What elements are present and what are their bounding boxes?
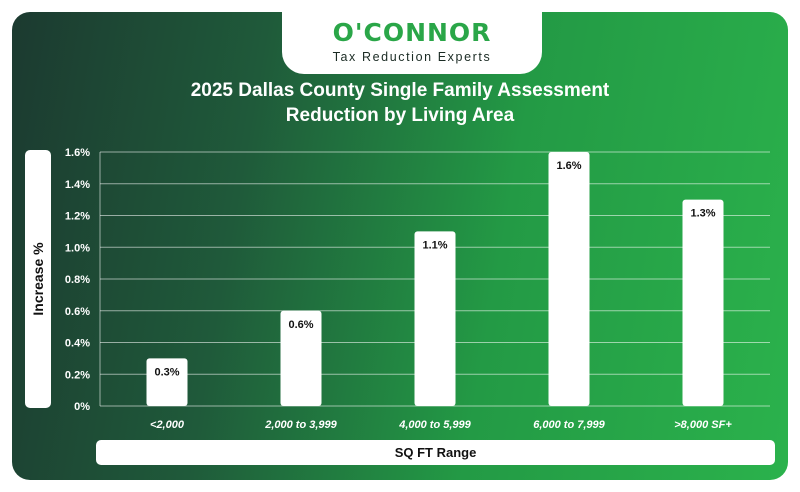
y-tick-label: 0.6% — [65, 306, 90, 318]
logo-tagline: Tax Reduction Experts — [332, 50, 492, 64]
logo-wordmark: O'CONNOR — [332, 18, 492, 47]
x-tick-label: 2,000 to 3,999 — [264, 419, 337, 431]
y-axis-label-box — [25, 150, 51, 408]
chart-title-line1: 2025 Dallas County Single Family Assessm… — [190, 80, 610, 101]
logo: O'CONNOR Tax Reduction Experts — [282, 12, 542, 74]
bar-data-label: 1.6% — [556, 160, 581, 172]
y-tick-label: 1.4% — [65, 179, 90, 191]
bar-data-label: 0.3% — [154, 366, 179, 378]
y-tick-label: 0.2% — [65, 369, 90, 381]
y-tick-label: 1.2% — [65, 211, 90, 223]
bar — [682, 199, 724, 406]
bar-data-label: 1.3% — [690, 208, 715, 220]
bar-data-label: 0.6% — [288, 319, 313, 331]
y-tick-label: 1.6% — [65, 147, 90, 159]
chart-title: 2025 Dallas County Single Family Assessm… — [100, 78, 700, 128]
bar — [146, 358, 188, 406]
y-tick-label: 1.0% — [65, 242, 90, 254]
y-tick-label: 0.4% — [65, 338, 90, 350]
bar — [280, 310, 322, 406]
x-tick-label: <2,000 — [150, 419, 185, 431]
chart-title-line2: Reduction by Living Area — [285, 105, 515, 126]
bar-data-label: 1.1% — [422, 239, 447, 251]
chart-card: O'CONNOR Tax Reduction Experts — [12, 12, 788, 480]
y-tick-label: 0% — [74, 401, 90, 413]
x-tick-label: 4,000 to 5,999 — [398, 419, 471, 431]
x-axis-label: SQ FT Range — [96, 440, 775, 465]
bar — [548, 152, 590, 406]
x-tick-label: >8,000 SF+ — [674, 419, 732, 431]
y-tick-label: 0.8% — [65, 274, 90, 286]
x-tick-label: 6,000 to 7,999 — [533, 419, 605, 431]
bar — [414, 231, 456, 406]
